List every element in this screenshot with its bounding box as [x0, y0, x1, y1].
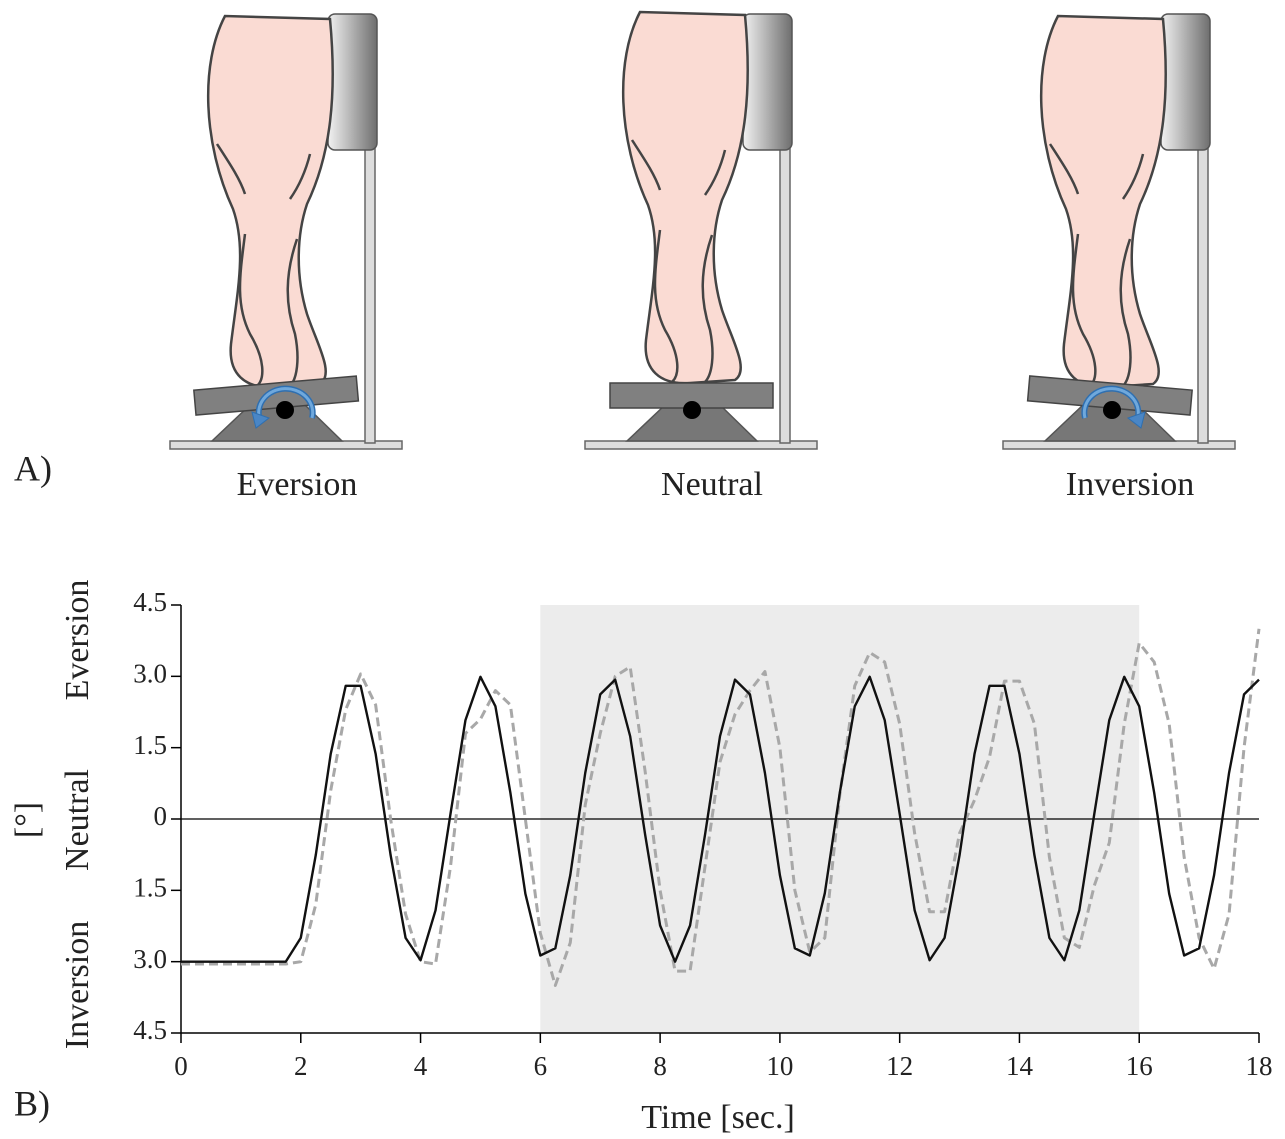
x-tick-label: 14 [1006, 1051, 1034, 1081]
y-tick-label: 1.5 [133, 730, 167, 760]
x-tick-label: 6 [534, 1051, 548, 1081]
y-side-label: Eversion [59, 580, 96, 701]
y-side-label: Neutral [59, 769, 96, 871]
y-tick-label: 3.0 [133, 944, 167, 974]
inversion-illustration [1003, 14, 1235, 449]
neutral-illustration [585, 12, 817, 449]
x-tick-label: 8 [653, 1051, 667, 1081]
panel-label: A) [14, 448, 52, 488]
y-tick-label: 1.5 [133, 873, 167, 903]
y-side-label: Inversion [59, 921, 96, 1049]
y-tick-label: 4.5 [133, 1015, 167, 1045]
y-tick-label: 0 [154, 801, 168, 831]
x-tick-label: 2 [294, 1051, 308, 1081]
eversion-illustration [170, 14, 402, 449]
illustration-label: Eversion [237, 466, 358, 503]
y-tick-label: 4.5 [133, 587, 167, 617]
x-tick-label: 18 [1246, 1051, 1273, 1081]
x-tick-label: 16 [1126, 1051, 1153, 1081]
x-tick-label: 10 [766, 1051, 793, 1081]
figure: A) B) Eversion Neutral Inversion 4.5 3.0 1… [0, 0, 1285, 1139]
x-tick-label: 0 [174, 1051, 188, 1081]
x-tick-label: 12 [886, 1051, 913, 1081]
y-axis-label: [°] [9, 802, 46, 838]
illustration-label: Neutral [661, 466, 763, 503]
x-axis-label: Time [sec.] [641, 1099, 795, 1136]
panel-label: B) [14, 1083, 50, 1123]
y-tick-label: 3.0 [133, 659, 167, 689]
illustration-label: Inversion [1066, 466, 1194, 503]
x-tick-label: 4 [414, 1051, 428, 1081]
